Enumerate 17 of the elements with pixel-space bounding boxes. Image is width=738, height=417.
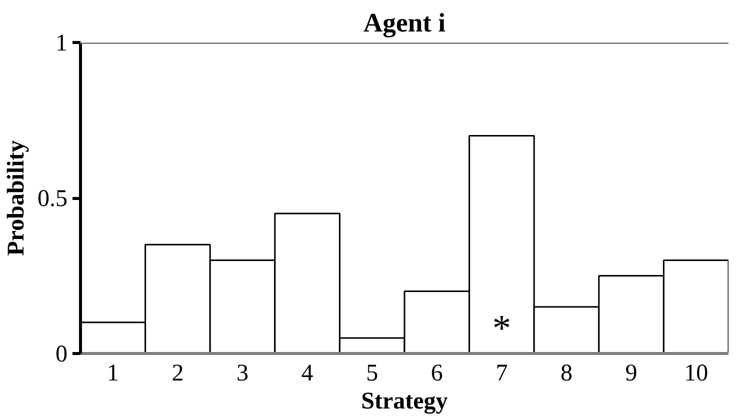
- x-tick-label: 9: [625, 360, 638, 386]
- x-tick-label: 1: [106, 360, 119, 386]
- x-tick-label: 3: [236, 360, 248, 386]
- annotation: *: [492, 308, 512, 350]
- x-axis-title: Strategy: [361, 388, 448, 414]
- x-tick-label: 4: [301, 360, 314, 386]
- x-tick-label: 7: [496, 360, 508, 386]
- y-tick-label: 0: [56, 342, 68, 368]
- x-tick-label: 10: [684, 360, 708, 386]
- y-axis-title: Probability: [4, 140, 30, 256]
- y-tick-label: 0.5: [38, 186, 68, 212]
- y-tick-label: 1: [56, 30, 68, 56]
- x-tick-label: 5: [366, 360, 378, 386]
- chart-title: Agent i: [363, 8, 446, 38]
- x-tick-label: 6: [430, 360, 443, 386]
- x-tick-label: 8: [560, 360, 572, 386]
- x-tick-label: 2: [172, 360, 184, 386]
